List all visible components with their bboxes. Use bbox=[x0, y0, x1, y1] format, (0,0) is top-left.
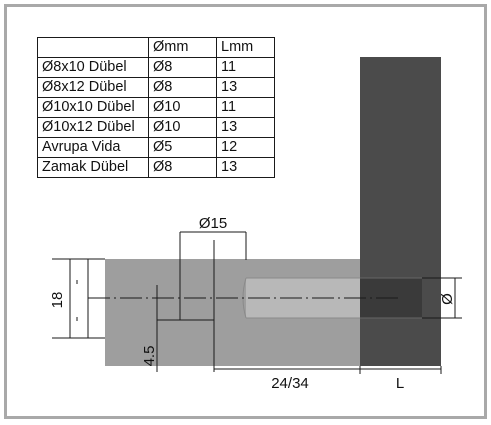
table-row: Zamak Dübel Ø8 13 bbox=[37, 157, 275, 178]
table-cell: 13 bbox=[216, 157, 275, 178]
offset-label: 4.5 bbox=[141, 346, 158, 367]
thickness-label: 18 bbox=[49, 292, 66, 309]
table-row: Ø10x10 Dübel Ø10 11 bbox=[37, 97, 275, 118]
table-row: Ø8x10 Dübel Ø8 11 bbox=[37, 57, 275, 78]
length-dimension bbox=[360, 366, 442, 374]
thickness-dimension bbox=[52, 258, 105, 339]
spec-table: Ømm Lmm Ø8x10 Dübel Ø8 11 Ø8x12 Dübel Ø8 13 Ø10x… bbox=[37, 37, 275, 178]
vertical-panel bbox=[360, 57, 441, 366]
bore-diameter-label: Ø15 bbox=[199, 215, 227, 232]
diameter-dimension bbox=[422, 277, 462, 319]
table-header-cell: Lmm bbox=[216, 37, 275, 58]
table-cell: 11 bbox=[216, 57, 275, 78]
table-row: Ø10x12 Dübel Ø10 13 bbox=[37, 117, 275, 138]
table-cell: Ø5 bbox=[148, 137, 217, 158]
table-cell: Ø8x10 Dübel bbox=[37, 57, 149, 78]
table-cell: Ø10x10 Dübel bbox=[37, 97, 149, 118]
depth-dimension bbox=[214, 366, 361, 374]
table-cell: 12 bbox=[216, 137, 275, 158]
table-cell: Ø8x12 Dübel bbox=[37, 77, 149, 98]
diameter-label: Ø bbox=[439, 293, 456, 305]
depth-label: 24/34 bbox=[271, 375, 309, 392]
table-cell: Ø10x12 Dübel bbox=[37, 117, 149, 138]
table-row: Avrupa Vida Ø5 12 bbox=[37, 137, 275, 158]
length-label: L bbox=[396, 375, 404, 392]
table-cell: 13 bbox=[216, 117, 275, 138]
bore-diameter-dimension bbox=[156, 231, 247, 372]
